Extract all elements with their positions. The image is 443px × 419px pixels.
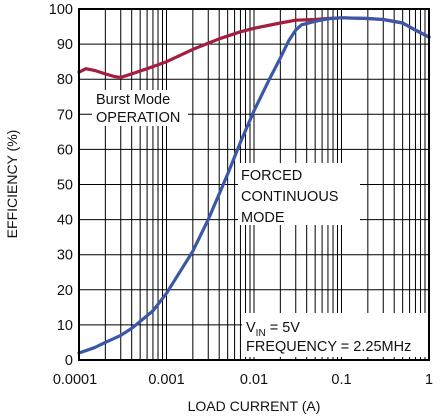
tick-labels: 0 10 20 30 40 50 60 70 80 90 100 0.0001 0.001 0.01 0.1…	[49, 2, 433, 388]
x-axis-label: LOAD CURRENT (A)	[188, 398, 321, 414]
burst-mode-label-line1: Burst Mode	[96, 92, 170, 108]
x-tick-label: 0.0001	[53, 372, 97, 388]
y-tick-label: 10	[57, 318, 73, 334]
vin-condition-label: VIN = 5V	[246, 320, 300, 339]
y-tick-label: 0	[65, 353, 73, 369]
burst-mode-label-line2: OPERATION	[96, 110, 180, 126]
x-tick-label: 0.001	[148, 372, 184, 388]
forced-continuous-label-bg	[238, 163, 360, 225]
y-tick-label: 20	[57, 283, 73, 299]
y-tick-label: 60	[57, 142, 73, 158]
series-layer	[77, 16, 431, 355]
x-tick-label: 0.1	[331, 372, 351, 388]
y-tick-label: 40	[57, 213, 73, 229]
forced-continuous-label-line3: MODE	[241, 210, 285, 226]
y-tick-label: 80	[57, 72, 73, 88]
plot-frame	[78, 8, 430, 361]
frequency-condition-label: FREQUENCY = 2.25MHz	[246, 339, 411, 355]
burst-mode-label-bg	[92, 90, 188, 126]
x-tick-label: 0.01	[240, 372, 268, 388]
y-tick-label: 90	[57, 37, 73, 53]
series-line-2	[77, 16, 431, 355]
forced-continuous-label-line2: CONTINUOUS	[241, 189, 338, 205]
vin-subscript: IN	[256, 328, 266, 339]
y-tick-label: 30	[57, 248, 73, 264]
y-tick-label: 100	[49, 2, 73, 18]
conditions-label-bg	[242, 313, 428, 357]
grid	[79, 9, 429, 360]
y-tick-label: 50	[57, 178, 73, 194]
y-tick-label: 70	[57, 107, 73, 123]
y-axis-label: EFFICIENCY (%)	[4, 130, 20, 239]
forced-continuous-label-line1: FORCED	[241, 168, 302, 184]
x-tick-label: 1	[425, 372, 433, 388]
